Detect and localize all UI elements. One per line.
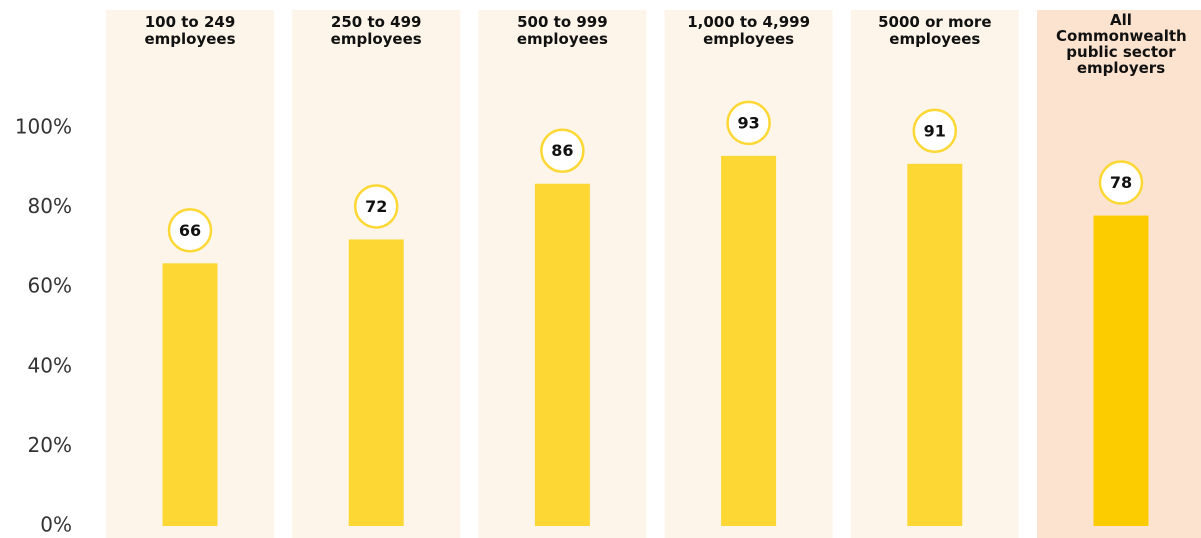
category-label: All Commonwealth public sector employers (1056, 11, 1187, 77)
category-label: 5000 or more employees (878, 13, 992, 48)
y-tick-label: 40% (28, 353, 72, 377)
category-label: 100 to 249 employees (144, 13, 236, 48)
y-tick-label: 80% (28, 194, 72, 218)
y-tick-label: 0% (40, 513, 72, 537)
bar (348, 239, 404, 526)
category-label: 500 to 999 employees (516, 13, 608, 48)
bar (162, 263, 218, 526)
value-label: 86 (551, 141, 573, 160)
value-badge (353, 184, 399, 229)
bar (721, 155, 777, 527)
value-label: 93 (737, 113, 759, 132)
bar (1093, 215, 1149, 526)
value-badge (167, 208, 213, 253)
bar (907, 163, 963, 526)
value-badge (726, 100, 771, 146)
value-label: 91 (924, 121, 946, 140)
y-tick-label: 100% (15, 115, 72, 139)
y-tick-label: 60% (28, 274, 72, 298)
value-badge (912, 108, 958, 154)
value-label: 72 (365, 197, 387, 216)
y-tick-label: 20% (28, 433, 72, 457)
category-label: 1,000 to 4,999 employees (687, 13, 810, 48)
value-label: 66 (179, 221, 201, 240)
value-badge (540, 128, 585, 173)
category-label: 250 to 499 employees (330, 13, 422, 48)
value-badge (1098, 160, 1144, 205)
bar (534, 183, 590, 526)
value-label: 78 (1110, 173, 1132, 192)
